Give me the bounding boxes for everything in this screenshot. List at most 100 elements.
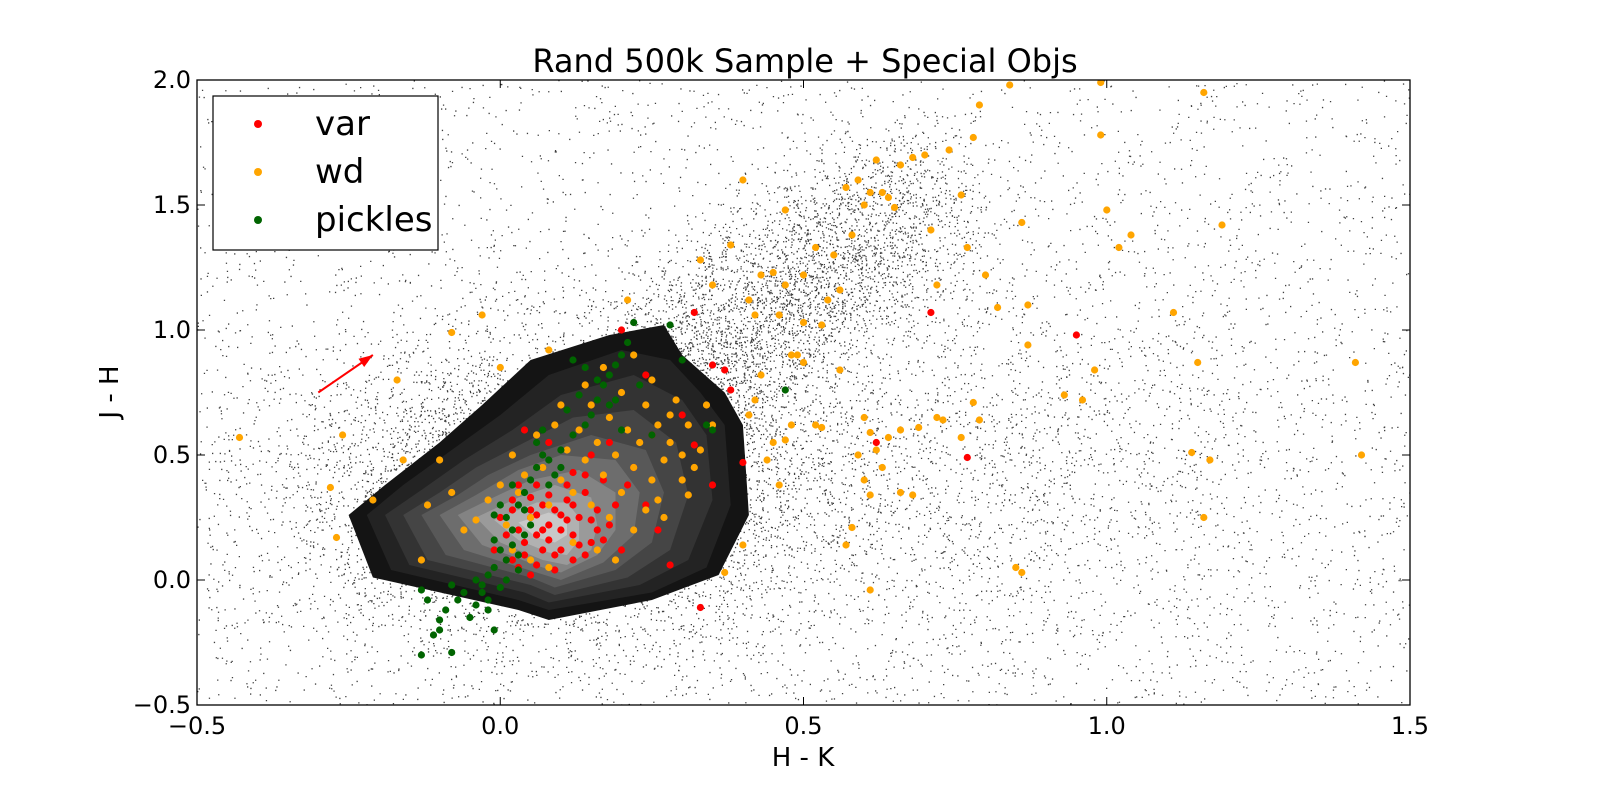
point-wd xyxy=(799,271,808,279)
point-wd xyxy=(945,146,953,154)
point-var xyxy=(927,308,935,317)
point-pickles xyxy=(557,463,565,472)
legend-label: wd xyxy=(315,152,364,192)
point-wd xyxy=(842,183,850,192)
point-pickles xyxy=(514,501,523,509)
point-wd xyxy=(702,401,711,409)
point-pickles xyxy=(508,481,516,489)
legend-marker xyxy=(254,168,262,176)
point-pickles xyxy=(557,446,565,454)
point-wd xyxy=(1097,80,1105,87)
point-wd xyxy=(884,433,893,442)
point-pickles xyxy=(648,431,656,439)
point-wd xyxy=(605,513,614,522)
point-var xyxy=(617,326,626,334)
point-wd xyxy=(1127,231,1135,239)
x-axis-label: H - K xyxy=(772,743,835,773)
point-pickles xyxy=(587,411,595,419)
point-pickles xyxy=(436,616,444,624)
point-pickles xyxy=(448,648,456,657)
point-var xyxy=(545,536,553,544)
point-var xyxy=(508,496,516,504)
point-var xyxy=(581,488,589,497)
point-wd xyxy=(878,188,886,197)
legend-marker xyxy=(254,120,262,128)
point-var xyxy=(569,468,577,477)
x-tick-label: −0.5 xyxy=(168,712,226,740)
point-wd xyxy=(563,446,571,454)
point-pickles xyxy=(478,581,486,589)
point-wd xyxy=(854,451,862,459)
y-tick-label: −0.5 xyxy=(133,691,191,719)
point-wd xyxy=(587,501,595,509)
point-var xyxy=(690,308,698,317)
point-pickles xyxy=(508,526,516,534)
point-pickles xyxy=(460,588,468,597)
point-pickles xyxy=(527,476,535,484)
point-wd xyxy=(339,431,347,439)
point-var xyxy=(587,516,595,524)
point-wd xyxy=(666,411,674,419)
point-pickles xyxy=(502,556,510,564)
point-pickles xyxy=(593,396,601,404)
point-wd xyxy=(757,371,765,379)
y-axis-label: J - H xyxy=(95,365,125,420)
point-pickles xyxy=(611,361,620,369)
point-var xyxy=(581,471,589,479)
point-pickles xyxy=(484,571,492,579)
point-wd xyxy=(812,421,820,429)
legend-entry-pickles: pickles xyxy=(254,200,433,240)
legend-box xyxy=(212,95,439,251)
chart-title: Rand 500k Sample + Special Objs xyxy=(532,42,1077,80)
point-wd xyxy=(872,446,880,454)
point-var xyxy=(721,366,729,374)
point-pickles xyxy=(454,596,462,604)
point-wd xyxy=(830,251,838,259)
point-wd xyxy=(799,358,808,367)
point-var xyxy=(569,556,577,564)
point-var xyxy=(539,501,547,509)
point-wd xyxy=(593,546,601,554)
point-wd xyxy=(417,556,425,564)
point-wd xyxy=(508,451,516,459)
point-pickles xyxy=(678,356,686,364)
point-wd xyxy=(630,526,638,534)
point-var xyxy=(557,526,565,534)
x-axis-ticks: −0.5 0.0 0.5 1.0 1.5 xyxy=(168,80,1429,740)
point-wd xyxy=(617,388,626,397)
point-var xyxy=(539,526,547,534)
point-pickles xyxy=(666,321,674,329)
point-wd xyxy=(1018,218,1026,227)
point-wd xyxy=(1060,391,1068,399)
point-wd xyxy=(684,421,692,429)
point-wd xyxy=(708,281,717,289)
point-var xyxy=(872,438,880,447)
point-pickles xyxy=(496,546,504,554)
point-var xyxy=(545,491,553,499)
point-var xyxy=(575,513,583,522)
point-wd xyxy=(527,556,535,564)
series-wd xyxy=(235,80,1366,594)
point-pickles xyxy=(490,511,498,519)
y-tick-label: 1.0 xyxy=(153,316,191,344)
point-pickles xyxy=(533,438,541,447)
point-wd xyxy=(1206,456,1214,464)
point-pickles xyxy=(484,606,492,614)
point-pickles xyxy=(624,338,632,347)
point-var xyxy=(617,546,626,554)
point-wd xyxy=(611,451,620,459)
point-wd xyxy=(648,376,656,384)
point-wd xyxy=(399,456,407,464)
point-var xyxy=(581,551,589,559)
point-wd xyxy=(660,456,668,464)
point-pickles xyxy=(545,481,553,489)
point-wd xyxy=(1200,88,1208,97)
point-var xyxy=(533,561,541,569)
point-pickles xyxy=(502,576,510,584)
point-wd xyxy=(775,481,783,489)
point-wd xyxy=(957,433,965,442)
point-wd xyxy=(969,398,977,407)
point-var xyxy=(587,451,595,459)
point-var xyxy=(696,603,705,612)
point-wd xyxy=(866,188,874,197)
